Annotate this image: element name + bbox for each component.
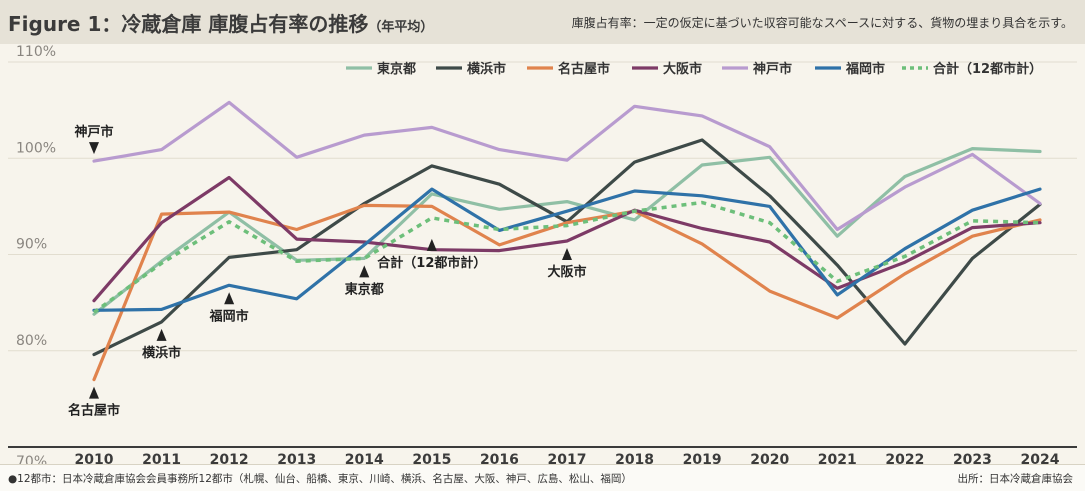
annotation-label: 大阪市	[547, 264, 586, 280]
legend-item: 横浜市	[436, 61, 506, 77]
y-axis: 110%100%90%80%70%	[16, 44, 56, 470]
annotation-pointer	[224, 292, 235, 305]
figure-subtitle: 庫腹占有率：一定の仮定に基づいた収容可能なスペースに対する、貨物の埋まり具合を示…	[571, 16, 1073, 30]
legend-label: 神戸市	[753, 61, 792, 77]
figure-title-suffix: （年平均）	[368, 20, 434, 35]
legend-label: 名古屋市	[558, 61, 610, 77]
annotation-label: 神戸市	[74, 124, 113, 140]
legend-label: 合計（12都市計）	[933, 61, 1042, 77]
annotation-pointer	[89, 386, 99, 399]
annotation: 名古屋市	[68, 386, 120, 419]
annotation-label: 福岡市	[209, 308, 249, 324]
series-line	[92, 203, 1042, 382]
annotation-pointer	[359, 265, 370, 278]
legend-item: 神戸市	[722, 61, 792, 77]
series-line	[92, 147, 1042, 316]
legend-label: 福岡市	[845, 61, 885, 77]
y-tick-label: 90%	[16, 237, 47, 253]
legend-item: 大阪市	[632, 61, 702, 77]
y-tick-label: 100%	[16, 140, 56, 156]
legend-label: 大阪市	[663, 61, 702, 77]
legend-label: 横浜市	[467, 61, 506, 77]
series-line	[92, 175, 1042, 303]
annotation: 合計（12都市計）	[377, 238, 486, 271]
legend-item: 名古屋市	[527, 61, 610, 77]
annotation-label: 合計（12都市計）	[377, 255, 486, 271]
figure-header: Figure 1：冷蔵倉庫 庫腹占有率の推移（年平均） 庫腹占有率：一定の仮定に…	[0, 0, 1085, 44]
y-tick-label: 110%	[16, 44, 56, 60]
figure-footer: ●12都市：日本冷蔵倉庫協会会員事務所12都市（札幌、仙台、船橋、東京、川崎、横…	[0, 464, 1085, 491]
annotation-pointer	[89, 142, 99, 155]
series-line	[92, 100, 1042, 232]
legend-item: 福岡市	[815, 61, 885, 77]
annotation-label: 名古屋市	[68, 403, 120, 419]
legend-item: 合計（12都市計）	[902, 61, 1042, 77]
series-line	[92, 200, 1041, 314]
annotation-label: 東京都	[345, 281, 384, 297]
footnote: ●12都市：日本冷蔵倉庫協会会員事務所12都市（札幌、仙台、船橋、東京、川崎、横…	[8, 473, 632, 485]
annotation: 大阪市	[547, 248, 587, 280]
legend-item: 東京都	[346, 61, 416, 77]
series-lines	[92, 100, 1042, 382]
annotation-label: 横浜市	[142, 345, 181, 361]
figure-title-main: Figure 1：冷蔵倉庫 庫腹占有率の推移	[8, 12, 369, 36]
figure-title: Figure 1：冷蔵倉庫 庫腹占有率の推移（年平均）	[8, 8, 433, 37]
gridlines	[8, 61, 1077, 448]
annotation: 神戸市	[74, 124, 114, 155]
annotation: 福岡市	[209, 292, 249, 324]
y-tick-label: 80%	[16, 333, 47, 349]
legend-label: 東京都	[377, 61, 416, 77]
annotation: 東京都	[345, 265, 384, 297]
annotation-pointer	[426, 238, 437, 251]
annotation-pointer	[562, 248, 572, 261]
annotation-pointer	[156, 328, 167, 341]
legend: 東京都 横浜市 名古屋市 大阪市 神戸市 福岡市 合計（12都市計）	[346, 61, 1042, 77]
annotation: 横浜市	[142, 328, 181, 361]
series-line	[92, 187, 1042, 312]
source-note: 出所：日本冷蔵倉庫協会	[957, 473, 1074, 485]
